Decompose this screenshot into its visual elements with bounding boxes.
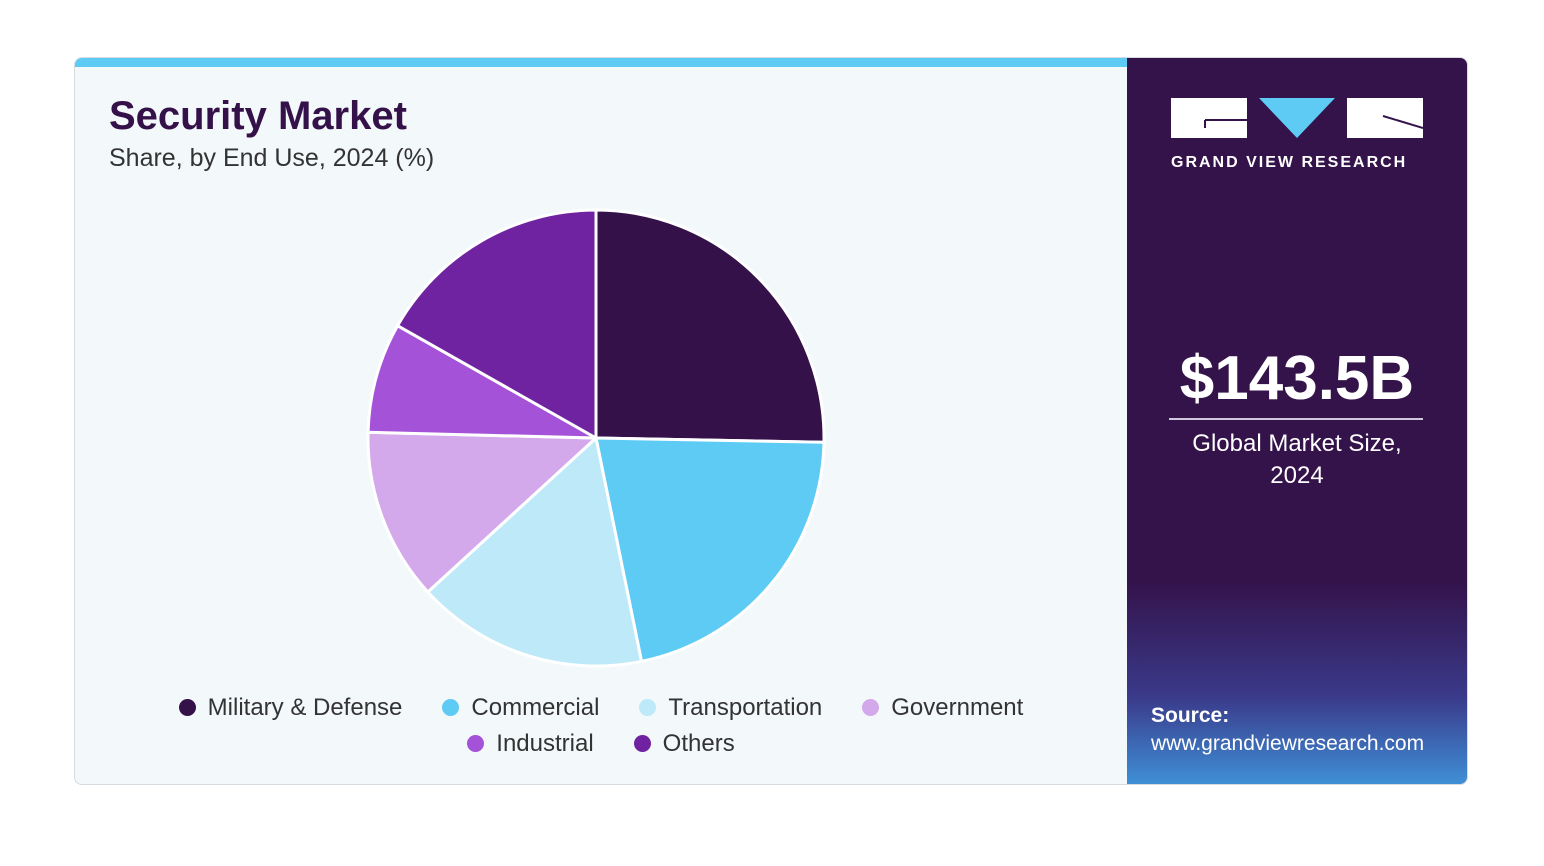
logo-text: GRAND VIEW RESEARCH [1171, 154, 1408, 171]
legend: Military & Defense Commercial Transportati… [75, 690, 1127, 762]
legend-label: Industrial [496, 730, 594, 757]
chart-card: Security Market Share, by End Use, 2024 … [74, 57, 1468, 785]
market-size: $143.5B [1179, 344, 1415, 413]
legend-item: Others [633, 726, 735, 762]
divider [1169, 418, 1423, 420]
legend-label: Government [891, 694, 1024, 721]
pie-slice-transportation [425, 435, 644, 668]
legend-item: Government [862, 690, 1023, 726]
legend-swatch [467, 735, 485, 752]
source: Source: www.grandviewresearch.com [1151, 702, 1424, 758]
legend-item: Military & Defense [178, 690, 403, 726]
sidebar-panel: GRAND VIEW RESEARCH $143.5B Global Marke… [1127, 58, 1467, 784]
legend-swatch [639, 699, 657, 716]
legend-swatch [862, 699, 880, 716]
source-url[interactable]: www.grandviewresearch.com [1151, 732, 1425, 755]
source-label: Source: [1151, 704, 1230, 727]
legend-label: Others [662, 730, 735, 757]
legend-item: Commercial [442, 690, 599, 726]
caption-line-2: 2024 [1270, 462, 1324, 489]
legend-item: Industrial [467, 726, 594, 762]
legend-label: Commercial [471, 694, 600, 721]
chart-title: Security Market [109, 94, 407, 138]
pie-slice-industrial [366, 323, 597, 440]
chart-subtitle: Share, by End Use, 2024 (%) [109, 144, 435, 172]
legend-item: Transportation [639, 690, 822, 726]
caption-line-1: Global Market Size, [1192, 430, 1402, 457]
legend-swatch [442, 699, 460, 716]
accent-bar [75, 58, 1127, 67]
legend-swatch [178, 699, 196, 716]
legend-label: Military & Defense [207, 694, 403, 721]
pie-slice-commercial [594, 436, 826, 664]
pie-chart [366, 208, 826, 668]
pie-slice-government [366, 430, 600, 595]
pie-slice-military-defense [594, 208, 826, 444]
legend-label: Transportation [668, 694, 823, 721]
pie-slice-others [395, 208, 598, 441]
legend-swatch [633, 735, 651, 752]
gvr-logo-icon [1171, 98, 1423, 138]
market-size-caption: Global Market Size, 2024 [1127, 428, 1467, 492]
